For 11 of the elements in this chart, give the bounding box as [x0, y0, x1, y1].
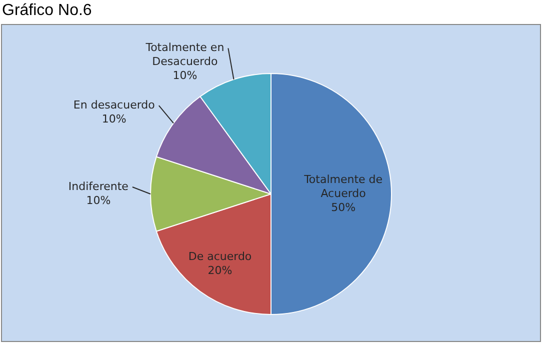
data-label: 20%: [208, 264, 232, 278]
data-label: 50%: [331, 200, 356, 214]
slice-label: Indiferente: [68, 180, 129, 193]
slice-label: En desacuerdo: [73, 98, 156, 112]
chart-title: Gráfico No.6: [2, 2, 92, 20]
data-label: 10%: [86, 194, 111, 207]
slice-label: De acuerdo: [188, 250, 252, 264]
data-label: 10%: [102, 112, 126, 126]
slice-label: Totalmente de Acuerdo: [303, 172, 383, 200]
data-label: 10%: [172, 69, 198, 82]
slice-label: Totalmente en Desacuerdo: [144, 41, 224, 68]
